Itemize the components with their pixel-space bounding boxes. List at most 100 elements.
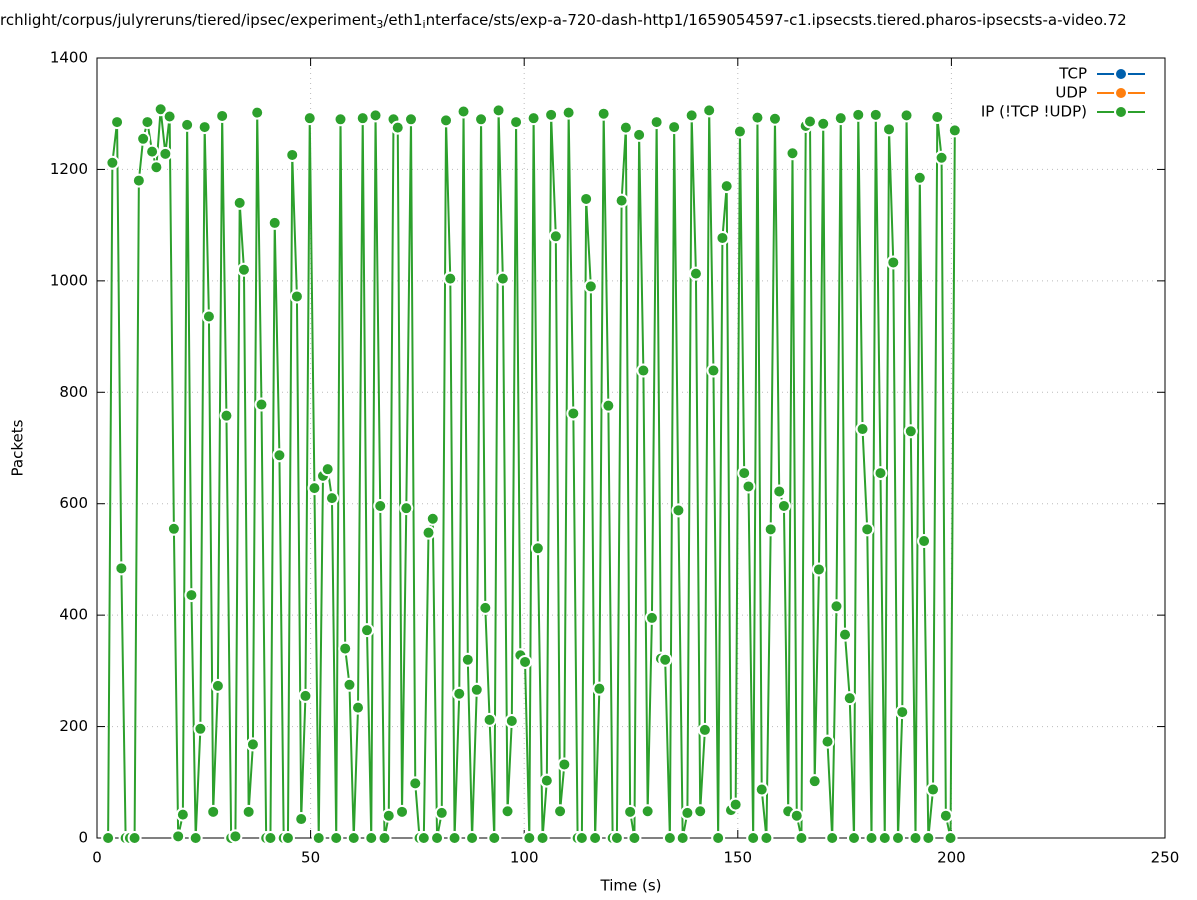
legend-marker: [1114, 67, 1128, 81]
point: [763, 522, 778, 537]
point: [469, 682, 484, 697]
point: [201, 309, 216, 324]
point: [895, 705, 910, 720]
x-axis-label: Time (s): [600, 877, 662, 895]
point: [434, 805, 449, 820]
point: [934, 150, 949, 165]
point: [127, 831, 142, 845]
point: [785, 146, 800, 161]
point: [145, 144, 160, 159]
point: [684, 108, 699, 123]
y-tick-label: 1400: [50, 49, 88, 67]
point: [140, 115, 155, 130]
point: [228, 829, 243, 844]
point: [802, 114, 817, 129]
point: [526, 111, 541, 126]
point: [395, 804, 410, 819]
point: [728, 797, 743, 812]
point: [711, 831, 726, 845]
y-tick-label: 200: [59, 717, 88, 735]
point: [947, 123, 962, 138]
point: [596, 106, 611, 121]
x-tick-label: 100: [510, 849, 539, 867]
title-part: /eth1: [383, 11, 422, 29]
point: [447, 831, 462, 845]
y-tick-label: 0: [78, 829, 88, 847]
point: [746, 831, 761, 845]
point: [943, 831, 958, 845]
legend-marker: [1114, 105, 1128, 119]
point: [232, 195, 247, 210]
point: [825, 831, 840, 845]
point: [917, 534, 932, 549]
point: [105, 155, 120, 170]
title-part: rchlight/corpus/julyreruns/tiered/ipsec/…: [0, 11, 376, 29]
point: [627, 831, 642, 845]
point: [846, 831, 861, 845]
point: [241, 804, 256, 819]
point: [342, 677, 357, 692]
point: [500, 804, 515, 819]
point: [702, 103, 717, 118]
point: [566, 406, 581, 421]
point: [882, 122, 897, 137]
x-tick-label: 250: [1151, 849, 1180, 867]
point: [662, 831, 677, 845]
point: [649, 115, 664, 130]
point: [776, 498, 791, 513]
point: [267, 215, 282, 230]
x-tick-label: 200: [937, 849, 966, 867]
point: [553, 804, 568, 819]
point: [443, 271, 458, 286]
y-tick-label: 600: [59, 494, 88, 512]
point: [359, 623, 374, 638]
point: [794, 831, 809, 845]
point: [522, 831, 537, 845]
title-part: i: [423, 18, 426, 31]
point: [346, 831, 361, 845]
point: [829, 599, 844, 614]
point: [333, 112, 348, 127]
legend-label: TCP: [1058, 65, 1087, 83]
point: [820, 734, 835, 749]
point: [324, 491, 339, 506]
legend-label: IP (!TCP !UDP): [981, 103, 1087, 121]
point: [535, 831, 550, 845]
point: [811, 562, 826, 577]
point: [110, 115, 125, 130]
point: [254, 397, 269, 412]
point: [921, 831, 936, 845]
x-tick-label: 50: [301, 849, 320, 867]
point: [416, 831, 431, 845]
point: [886, 255, 901, 270]
point: [171, 829, 186, 844]
point: [263, 831, 278, 845]
x-tick-label: 0: [92, 849, 102, 867]
point: [456, 104, 471, 119]
point: [868, 107, 883, 122]
point: [180, 117, 195, 132]
point: [377, 831, 392, 845]
point: [219, 408, 234, 423]
point: [215, 108, 230, 123]
point: [474, 112, 489, 127]
point: [320, 462, 335, 477]
point: [482, 712, 497, 727]
point: [767, 111, 782, 126]
point: [908, 831, 923, 845]
point: [504, 714, 519, 728]
point: [373, 498, 388, 513]
point: [210, 678, 225, 693]
point: [675, 831, 690, 845]
point: [548, 229, 563, 244]
point: [250, 105, 265, 120]
point: [403, 112, 418, 127]
point: [465, 831, 480, 845]
point: [667, 120, 682, 135]
point: [618, 120, 633, 135]
point: [101, 831, 116, 845]
point: [245, 737, 260, 752]
point: [750, 110, 765, 125]
x-tick-label: 150: [723, 849, 752, 867]
point: [381, 808, 396, 823]
